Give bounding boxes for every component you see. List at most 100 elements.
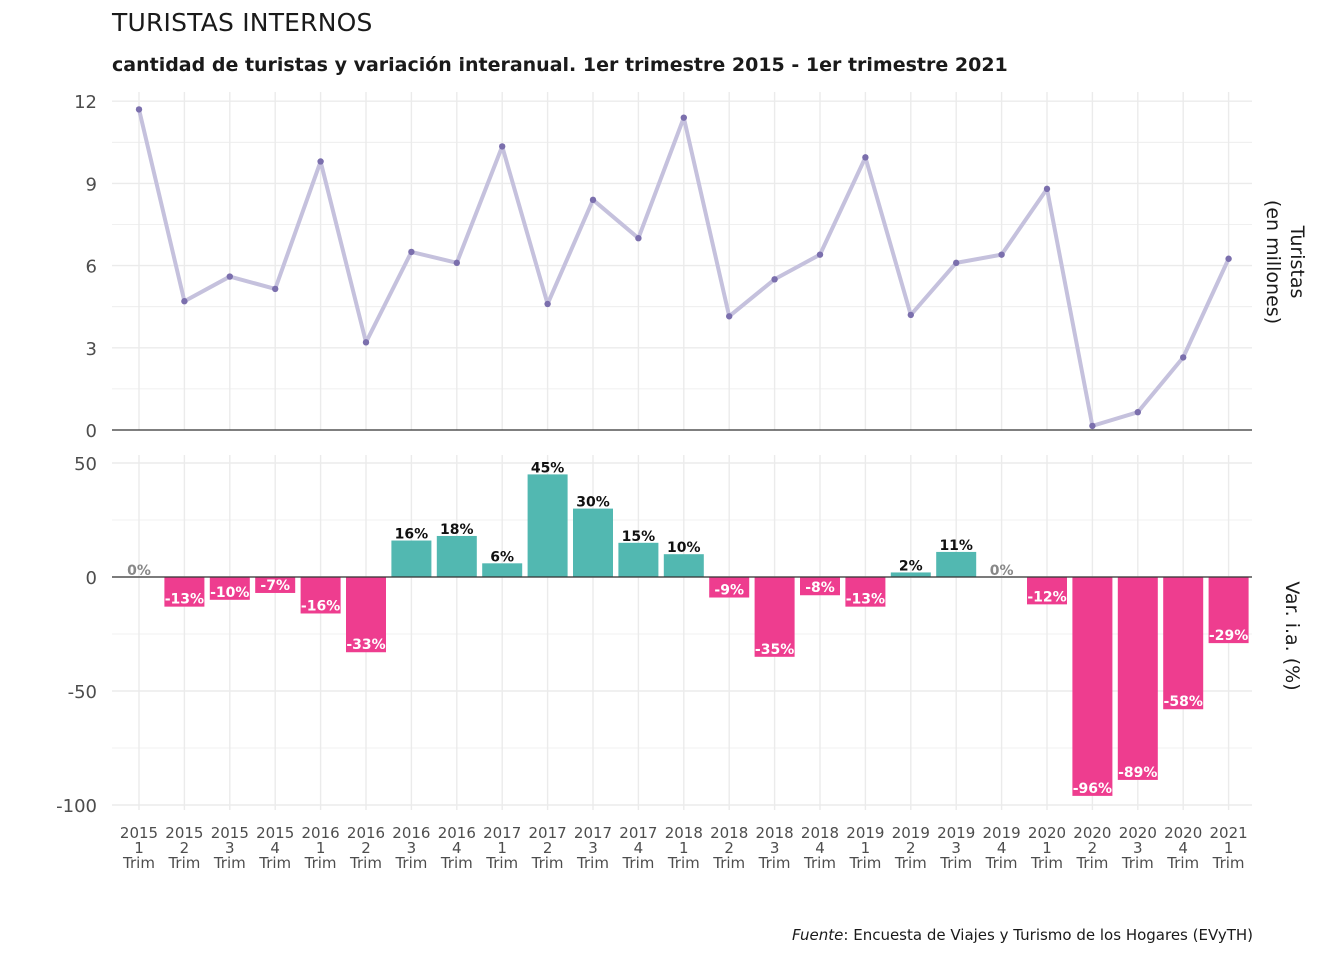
- x-tick-label-line: Trim: [985, 854, 1018, 872]
- data-point: [499, 143, 506, 150]
- bar: [845, 577, 886, 607]
- x-tick-label-line: Trim: [258, 854, 291, 872]
- x-tick-label-line: 1: [679, 839, 689, 857]
- x-tick-label: 2018 1 Trim: [665, 824, 703, 872]
- x-tick-label: 2019 1 Trim: [846, 824, 884, 872]
- x-tick-label-line: 4: [815, 839, 825, 857]
- y-tick-label: 6: [86, 257, 97, 278]
- x-tick-label-line: 2: [361, 839, 371, 857]
- x-tick-label: 2021 1 Trim: [1210, 824, 1248, 872]
- x-tick-label-line: 2016: [302, 824, 340, 842]
- x-tick-label-line: 3: [770, 839, 780, 857]
- bar: [754, 577, 795, 657]
- x-tick-label-line: Trim: [349, 854, 382, 872]
- bar-label: 18%: [440, 522, 474, 538]
- x-tick-label: 2019 4 Trim: [983, 824, 1021, 872]
- bar-label: -33%: [346, 637, 385, 653]
- bar-label: -12%: [1027, 589, 1066, 605]
- bar: [1208, 577, 1249, 644]
- y-tick-label: 3: [86, 339, 97, 360]
- y-tick-label: 9: [86, 174, 97, 195]
- y-axis-title-line: (en millones): [1262, 200, 1284, 324]
- data-point: [1089, 422, 1096, 430]
- x-tick-label-line: 1: [1224, 839, 1234, 857]
- x-tick-label-line: 2018: [756, 824, 794, 842]
- x-tick-label: 2018 3 Trim: [756, 824, 794, 872]
- data-point: [226, 273, 233, 280]
- data-point: [135, 106, 143, 113]
- x-tick-label: 2016 2 Trim: [347, 824, 385, 872]
- y-axis-title: Var. i.a. (%): [1281, 581, 1303, 690]
- y-tick-label: 12: [74, 92, 97, 113]
- x-tick-label-line: Trim: [758, 854, 791, 872]
- x-tick-label: 2016 4 Trim: [438, 824, 476, 872]
- bar: [800, 577, 840, 596]
- bar: [1117, 577, 1158, 780]
- data-point: [953, 259, 960, 267]
- y-tick-label: 0: [86, 568, 97, 589]
- x-tick-label-line: Trim: [394, 854, 427, 872]
- x-tick-label-line: 1: [497, 839, 507, 857]
- x-tick-label-line: 2015: [211, 824, 249, 842]
- x-tick-label-line: 3: [225, 839, 235, 857]
- data-point: [726, 313, 733, 320]
- x-tick-label-line: 1: [316, 839, 326, 857]
- data-point: [862, 154, 869, 161]
- bar: [482, 563, 523, 577]
- bar: [709, 577, 750, 598]
- x-tick-label-line: 4: [997, 839, 1007, 857]
- variation-panel: -100 -50 0 50 0% -13% -10% -7% -16% -33% 16% 18% 6% 4…: [56, 454, 1303, 817]
- x-tick-label-line: 4: [634, 839, 644, 857]
- x-tick-label-line: Trim: [531, 854, 564, 872]
- x-tick-label-line: 2: [724, 839, 734, 857]
- x-tick-label-line: 1: [1042, 839, 1052, 857]
- bar-label: 0%: [127, 563, 151, 579]
- x-tick-label: 2017 3 Trim: [574, 824, 612, 872]
- x-tick-label-line: 2017: [574, 824, 612, 842]
- x-tick-label-line: Trim: [485, 854, 518, 872]
- data-point: [1134, 408, 1142, 416]
- data-point: [1043, 185, 1051, 193]
- tourists-panel: 0 3 6 9 12 Turistas(en millones): [74, 92, 1308, 442]
- y-axis-title-line: Turistas: [1286, 225, 1308, 299]
- data-point: [272, 285, 279, 293]
- bar-label: -13%: [165, 592, 204, 608]
- bar: [663, 554, 704, 577]
- x-tick-label: 2015 1 Trim: [120, 824, 158, 872]
- data-point: [998, 251, 1005, 258]
- x-tick-label-line: Trim: [440, 854, 473, 872]
- data-point: [680, 114, 687, 121]
- x-tick-label-line: 2019: [892, 824, 930, 842]
- bar-label: -7%: [260, 578, 290, 594]
- data-point: [1180, 354, 1187, 361]
- bar-label: 2%: [899, 558, 923, 574]
- x-tick-label-line: 3: [588, 839, 598, 857]
- x-tick-label: 2015 4 Trim: [256, 824, 294, 872]
- x-tick-label-line: 2020: [1073, 824, 1111, 842]
- x-tick-label-line: 1: [861, 839, 871, 857]
- y-tick-label: 50: [74, 454, 97, 475]
- x-tick-label-line: 4: [452, 839, 462, 857]
- bar-label: -10%: [210, 585, 249, 601]
- x-tick-label-line: Trim: [576, 854, 609, 872]
- x-tick-label: 2017 2 Trim: [529, 824, 567, 872]
- x-tick-label-line: Trim: [848, 854, 881, 872]
- x-tick-label: 2015 2 Trim: [165, 824, 203, 872]
- bar: [936, 551, 977, 577]
- x-tick-label-line: 2015: [120, 824, 158, 842]
- bar: [1163, 577, 1204, 710]
- data-point: [907, 311, 914, 319]
- x-tick-label-line: Trim: [803, 854, 836, 872]
- bar: [164, 577, 205, 607]
- x-tick-label-line: Trim: [1121, 854, 1154, 872]
- bar-label: -89%: [1118, 765, 1157, 781]
- x-tick-label-line: 4: [1178, 839, 1188, 857]
- y-axis-title: Turistas(en millones): [1262, 200, 1308, 324]
- data-point: [408, 248, 415, 256]
- bar-label: -58%: [1164, 694, 1203, 710]
- bar-label: 15%: [622, 529, 656, 545]
- x-tick-label: 2018 2 Trim: [710, 824, 748, 872]
- x-tick-label-line: Trim: [667, 854, 700, 872]
- x-tick-label-line: 2015: [256, 824, 294, 842]
